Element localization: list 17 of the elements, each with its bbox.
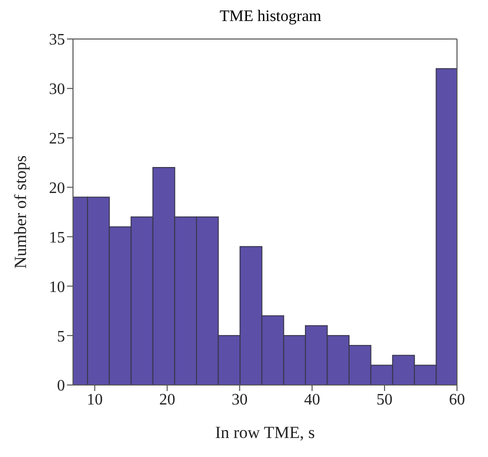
x-tick-label: 30: [232, 391, 248, 408]
y-tick-label: 0: [57, 378, 65, 395]
y-tick-label: 10: [49, 278, 65, 296]
chart-title: TME histogram: [218, 8, 322, 27]
x-tick-label: 10: [86, 391, 103, 408]
x-tick-label: 60: [449, 391, 465, 408]
y-tick-label: 30: [49, 81, 65, 98]
y-tick-label: 15: [49, 229, 65, 246]
y-axis-title: Number of stops: [11, 155, 30, 269]
x-tick-label: 40: [304, 391, 320, 408]
x-tick-label: 50: [376, 391, 393, 408]
y-tick-label: 25: [49, 130, 65, 148]
y-tick-label: 35: [49, 32, 65, 49]
x-tick-label: 20: [159, 391, 176, 408]
y-tick-label: 5: [57, 328, 65, 346]
y-tick-label: 20: [49, 180, 65, 197]
x-axis-title: In row TME, s: [215, 423, 315, 442]
